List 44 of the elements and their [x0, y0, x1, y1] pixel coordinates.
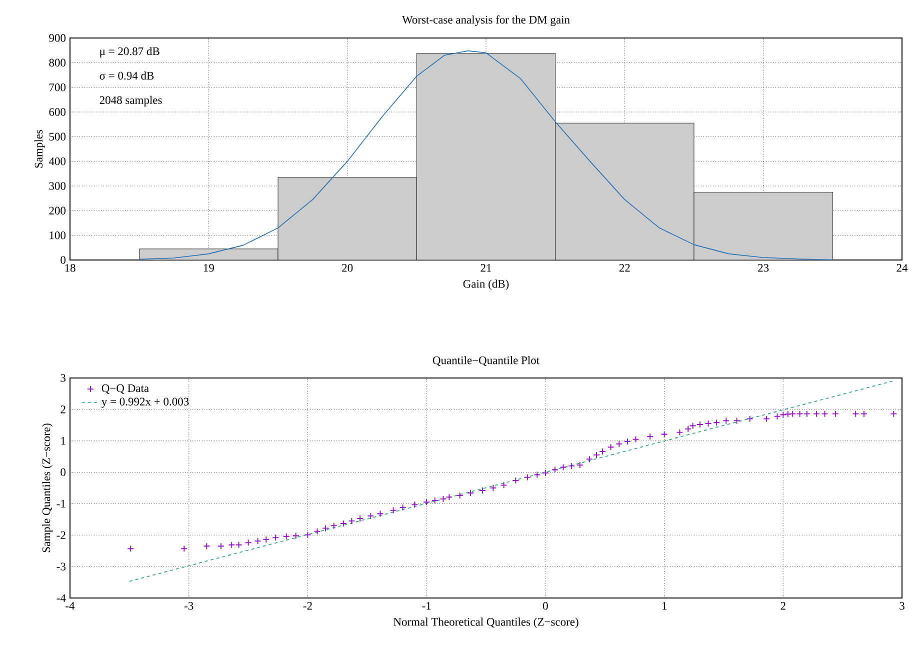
- x-tick-label: 2: [780, 602, 786, 610]
- annotation: σ = 0.94 dB: [100, 71, 154, 80]
- x-tick-label: 1: [662, 602, 666, 610]
- y-tick-label: -2: [56, 531, 66, 539]
- annotation: μ = 20.87 dB: [100, 47, 160, 58]
- y-tick-label: 0: [60, 468, 66, 476]
- y-tick-label: 500: [49, 132, 66, 141]
- chart-title: Worst-case analysis for the DM gain: [402, 15, 570, 26]
- x-axis-title: Gain (dB): [463, 280, 509, 290]
- x-tick-label: 19: [204, 264, 214, 272]
- legend-label: Q−Q Data: [102, 384, 149, 394]
- x-axis-title: Normal Theoretical Quantiles (Z−score): [394, 618, 578, 628]
- x-tick-label: 21: [480, 264, 492, 272]
- x-tick-label: -4: [66, 602, 75, 610]
- x-tick-label: -1: [422, 602, 431, 610]
- x-tick-label: 23: [758, 264, 769, 272]
- x-tick-label: -2: [303, 602, 312, 610]
- x-tick-label: -3: [184, 602, 194, 610]
- y-tick-label: 800: [49, 58, 66, 67]
- y-tick-label: 0: [60, 256, 66, 264]
- annotation: 2048 samples: [100, 96, 162, 106]
- y-tick-label: 2: [60, 406, 66, 414]
- x-tick-label: 22: [619, 264, 630, 272]
- x-tick-label: 0: [542, 602, 548, 610]
- legend-label: y = 0.992x + 0.003: [102, 398, 189, 408]
- x-tick-label: 3: [900, 602, 904, 610]
- y-tick-label: 200: [49, 206, 66, 215]
- y-tick-label: 100: [50, 231, 66, 240]
- y-tick-label: -3: [56, 562, 66, 570]
- y-tick-label: -1: [56, 500, 66, 508]
- y-tick-label: 400: [48, 157, 66, 166]
- chart-title: Quantile−Quantile Plot: [432, 356, 540, 366]
- y-tick-label: -4: [56, 594, 66, 602]
- y-tick-label: 1: [61, 437, 66, 445]
- x-tick-label: 24: [896, 264, 908, 272]
- y-tick-label: 3: [60, 374, 66, 382]
- x-tick-label: 18: [65, 264, 76, 272]
- y-axis-title: Sample Quantiles (Z−score): [42, 424, 53, 552]
- x-tick-label: 20: [342, 264, 353, 272]
- y-tick-label: 600: [49, 108, 66, 116]
- y-tick-label: 300: [49, 182, 66, 190]
- y-axis-title: Samples: [34, 130, 45, 168]
- y-tick-label: 700: [49, 83, 66, 92]
- y-tick-label: 900: [49, 34, 66, 42]
